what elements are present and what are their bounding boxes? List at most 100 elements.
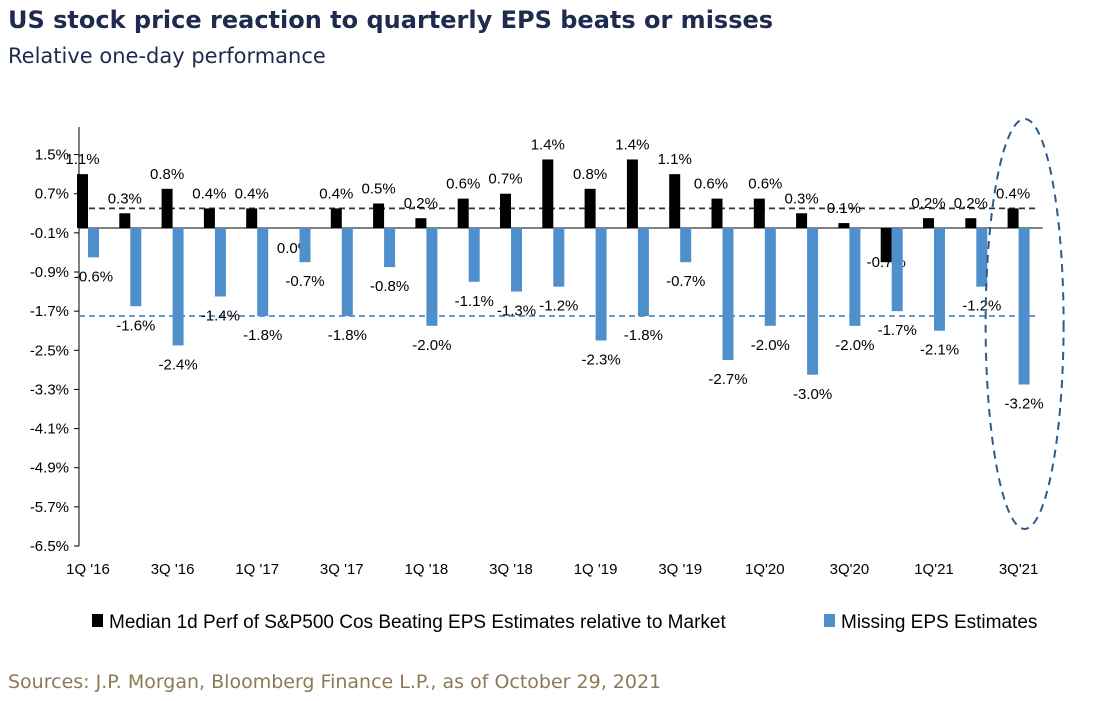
miss-data-label: -0.6% bbox=[74, 268, 113, 285]
beat-bar bbox=[1007, 208, 1019, 228]
beat-data-label: 0.2% bbox=[404, 195, 438, 212]
beat-bar bbox=[203, 208, 215, 228]
beat-bar bbox=[330, 208, 342, 228]
beat-data-label: 1.4% bbox=[615, 136, 649, 153]
beat-bar bbox=[880, 227, 892, 263]
chart-subtitle: Relative one-day performance bbox=[8, 44, 326, 68]
y-tick-label: -6.5% bbox=[30, 538, 69, 555]
y-tick-label: -5.7% bbox=[30, 499, 69, 516]
x-tick-label: 1Q '17 bbox=[235, 561, 279, 578]
beat-data-label: 0.4% bbox=[192, 185, 226, 202]
beat-bar bbox=[373, 203, 385, 228]
miss-data-label: -1.2% bbox=[962, 298, 1001, 315]
y-tick-label: -3.3% bbox=[30, 381, 69, 398]
miss-data-label: -2.0% bbox=[835, 337, 874, 354]
miss-bar bbox=[257, 227, 269, 317]
miss-data-label: -2.7% bbox=[708, 371, 747, 388]
y-tick-label: -2.5% bbox=[30, 342, 69, 359]
miss-bar bbox=[341, 227, 353, 317]
beat-data-label: 0.1% bbox=[827, 200, 861, 217]
miss-bar bbox=[172, 227, 184, 346]
miss-data-label: -2.0% bbox=[751, 337, 790, 354]
x-tick-label: 3Q'20 bbox=[830, 561, 870, 578]
x-tick-label: 3Q '17 bbox=[320, 561, 364, 578]
beat-bar bbox=[753, 198, 765, 228]
x-tick-label: 3Q '18 bbox=[489, 561, 533, 578]
miss-data-label: -3.2% bbox=[1005, 396, 1044, 413]
miss-data-label: -2.1% bbox=[920, 342, 959, 359]
beat-data-label: 0.4% bbox=[996, 185, 1030, 202]
x-tick-label: 1Q'20 bbox=[745, 561, 785, 578]
beat-bar bbox=[457, 198, 469, 228]
miss-bar bbox=[764, 227, 776, 326]
miss-bar bbox=[595, 227, 607, 341]
miss-bar bbox=[849, 227, 861, 326]
beat-data-label: 0.3% bbox=[108, 190, 142, 207]
beat-bar bbox=[77, 174, 88, 228]
x-tick-label: 1Q '16 bbox=[66, 561, 110, 578]
miss-data-label: -2.3% bbox=[582, 352, 621, 369]
y-tick-label: -0.1% bbox=[30, 225, 69, 242]
miss-bar bbox=[511, 227, 522, 292]
miss-data-label: -3.0% bbox=[793, 386, 832, 403]
beat-data-label: 0.6% bbox=[694, 176, 728, 193]
beat-data-label: 0.2% bbox=[954, 195, 988, 212]
miss-bar bbox=[680, 227, 692, 263]
legend-label-miss: Missing EPS Estimates bbox=[841, 612, 1037, 633]
beat-bar bbox=[669, 174, 681, 228]
beat-bar bbox=[711, 198, 723, 228]
beat-data-label: 0.7% bbox=[488, 171, 522, 188]
miss-bar bbox=[299, 227, 311, 263]
y-tick-label: -4.9% bbox=[30, 460, 69, 477]
miss-bar bbox=[88, 227, 99, 258]
miss-bar bbox=[130, 227, 142, 307]
beat-data-label: 0.6% bbox=[446, 176, 480, 193]
beat-data-label: 0.8% bbox=[150, 166, 184, 183]
beat-bar bbox=[415, 218, 427, 228]
beat-data-label: 0.2% bbox=[911, 195, 945, 212]
miss-data-label: -1.7% bbox=[878, 322, 917, 339]
beat-data-label: 0.4% bbox=[319, 185, 353, 202]
x-tick-label: 3Q'21 bbox=[999, 561, 1039, 578]
chart-title: US stock price reaction to quarterly EPS… bbox=[8, 6, 774, 34]
miss-data-label: -2.4% bbox=[159, 356, 198, 373]
beat-bar bbox=[542, 159, 554, 228]
legend-swatch-beat bbox=[92, 614, 103, 627]
y-tick-label: 1.5% bbox=[35, 147, 69, 164]
beat-data-label: 0.5% bbox=[361, 181, 395, 198]
legend-label-beat: Median 1d Perf of S&P500 Cos Beating EPS… bbox=[109, 612, 726, 633]
miss-data-label: -1.8% bbox=[624, 327, 663, 344]
source-note: Sources: J.P. Morgan, Bloomberg Finance … bbox=[8, 671, 662, 693]
beat-bar bbox=[119, 213, 131, 228]
beat-bar bbox=[796, 213, 808, 228]
legend-swatch-miss bbox=[824, 614, 835, 627]
miss-data-label: -1.8% bbox=[328, 327, 367, 344]
miss-data-label: -1.3% bbox=[497, 303, 536, 320]
beat-bar bbox=[838, 223, 850, 228]
beat-bar bbox=[246, 208, 258, 228]
miss-bar bbox=[722, 227, 734, 361]
beat-data-label: 0.4% bbox=[235, 185, 269, 202]
x-tick-label: 1Q'21 bbox=[914, 561, 954, 578]
beat-data-label: 1.1% bbox=[658, 151, 692, 168]
y-tick-label: -4.1% bbox=[30, 421, 69, 438]
miss-bar bbox=[807, 227, 819, 375]
miss-bar bbox=[384, 227, 396, 268]
miss-bar bbox=[426, 227, 438, 326]
beat-bar bbox=[923, 218, 934, 228]
highlight-ellipse bbox=[984, 118, 1065, 530]
miss-data-label: -0.8% bbox=[370, 278, 409, 295]
miss-bar bbox=[553, 227, 565, 287]
bar-chart: 1.5% 0.7% -0.1% -0.9% -1.7% -2.5% -3.3% -4.1% -4… bbox=[30, 118, 1065, 633]
beat-data-label: 1.1% bbox=[65, 151, 99, 168]
miss-data-label: -1.8% bbox=[243, 327, 282, 344]
miss-bar bbox=[214, 227, 226, 297]
beat-bar bbox=[500, 193, 511, 228]
miss-data-label: -1.4% bbox=[201, 307, 240, 324]
y-tick-label: -0.9% bbox=[30, 264, 69, 281]
x-tick-label: 1Q '19 bbox=[574, 561, 618, 578]
beat-bar bbox=[161, 188, 173, 228]
y-tick-label: -1.7% bbox=[30, 303, 69, 320]
miss-bar bbox=[468, 227, 480, 282]
beat-data-label: 0.8% bbox=[573, 166, 607, 183]
